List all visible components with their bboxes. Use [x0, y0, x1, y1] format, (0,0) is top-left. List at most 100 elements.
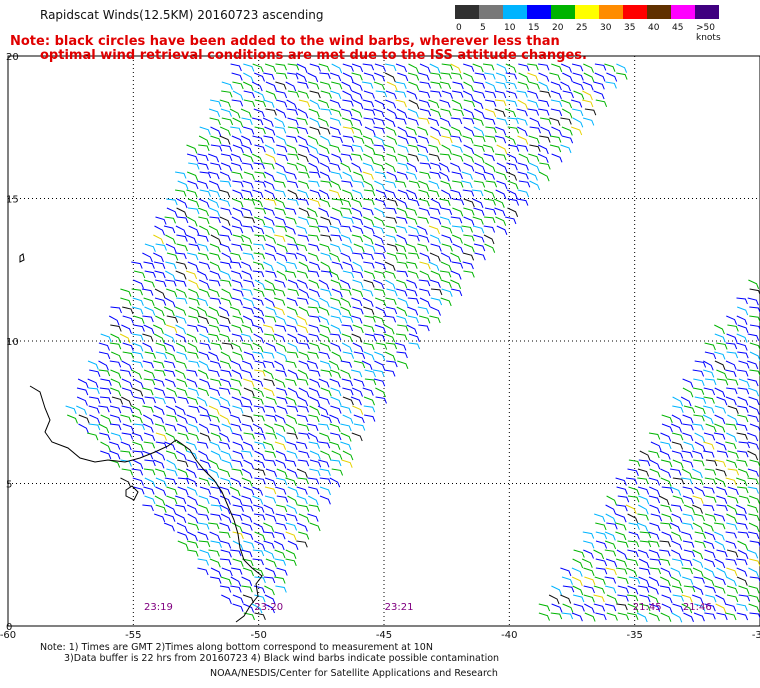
wind-barb	[682, 459, 694, 468]
wind-barb	[243, 216, 255, 224]
wind-barb	[737, 468, 749, 478]
wind-barb	[219, 414, 231, 425]
wind-barb	[177, 486, 189, 496]
wind-barb	[220, 351, 232, 362]
wind-barb	[307, 135, 319, 145]
wind-barb	[714, 477, 726, 487]
wind-barb	[187, 540, 199, 549]
wind-barb	[671, 513, 683, 523]
wind-barb	[725, 531, 737, 539]
wind-barb	[220, 513, 232, 524]
wind-barb	[703, 576, 715, 586]
wind-barb	[243, 99, 256, 107]
wind-barb	[539, 162, 551, 170]
wind-barb	[736, 459, 748, 467]
wind-barb	[440, 297, 452, 307]
wind-barb	[716, 567, 728, 578]
wind-barb	[265, 414, 277, 422]
wind-barb	[528, 81, 540, 90]
wind-barb	[187, 261, 199, 271]
wind-barb	[671, 432, 684, 441]
wind-barb	[328, 360, 340, 371]
wind-barb	[484, 162, 496, 173]
wind-barb	[374, 360, 386, 370]
wind-barb	[329, 189, 341, 198]
wind-barb	[153, 261, 166, 269]
wind-barb	[462, 261, 474, 270]
wind-barb	[418, 99, 431, 108]
wind-barb	[318, 351, 330, 360]
wind-barb	[549, 144, 562, 153]
wind-barb	[176, 423, 188, 433]
wind-barb	[187, 513, 199, 524]
wind-barb	[439, 216, 452, 225]
wind-barb	[617, 585, 629, 594]
wind-barb	[617, 594, 629, 602]
wind-barb	[351, 333, 363, 343]
wind-barb	[340, 432, 352, 442]
wind-barb	[329, 99, 341, 109]
wind-barb	[604, 531, 616, 541]
wind-barb	[309, 117, 321, 127]
wind-barb	[648, 450, 660, 459]
wind-barb	[241, 117, 253, 125]
wind-barb	[714, 531, 725, 541]
wind-barb	[274, 531, 286, 540]
wind-barb	[254, 369, 266, 377]
wind-barb	[330, 324, 342, 334]
wind-barb	[638, 459, 651, 467]
wind-barb	[308, 180, 320, 188]
wind-barb	[209, 360, 222, 369]
wind-barb	[669, 522, 681, 533]
wind-barb	[219, 522, 231, 532]
wind-barb	[98, 351, 111, 360]
wind-barb	[364, 270, 376, 279]
wind-barb	[240, 333, 253, 342]
wind-barb	[197, 243, 209, 252]
wind-barb	[705, 378, 717, 386]
wind-barb	[252, 324, 264, 333]
wind-barb	[538, 99, 550, 107]
wind-barb	[263, 522, 275, 532]
wind-barb	[232, 144, 244, 154]
wind-barb	[263, 504, 275, 514]
wind-barb	[571, 126, 583, 136]
wind-barb	[120, 297, 132, 306]
wind-barb	[230, 63, 242, 72]
wind-barb	[285, 522, 298, 531]
wind-barb	[318, 144, 330, 154]
wind-barb	[231, 432, 244, 441]
wind-barb	[329, 441, 341, 450]
wind-barb	[671, 558, 684, 566]
wind-barb	[252, 342, 264, 353]
wind-barb	[682, 522, 694, 530]
wind-barb	[703, 360, 714, 371]
wind-barb	[319, 198, 331, 208]
wind-barb	[165, 270, 176, 281]
wind-barb	[221, 117, 234, 126]
wind-barb	[405, 207, 418, 216]
wind-barb	[374, 243, 386, 253]
wind-barb	[253, 288, 265, 297]
wind-barb	[331, 81, 343, 90]
wind-barb	[452, 90, 464, 98]
wind-barb	[363, 189, 376, 197]
wind-barb	[406, 135, 418, 144]
wind-barb	[198, 450, 209, 461]
wind-barb	[637, 477, 649, 485]
wind-barb	[253, 585, 266, 594]
wind-barb	[616, 603, 628, 611]
wind-barb	[264, 486, 277, 495]
wind-barb	[298, 288, 310, 299]
wind-barb	[243, 459, 254, 470]
wind-barb	[417, 306, 430, 314]
wind-barb	[263, 225, 275, 234]
wind-barb	[716, 486, 728, 496]
wind-barb	[463, 72, 475, 82]
wind-barb	[373, 108, 385, 117]
wind-barb	[627, 585, 639, 595]
wind-barb	[342, 270, 355, 279]
wind-barb	[133, 423, 145, 431]
wind-barb	[285, 558, 297, 566]
wind-barb	[692, 567, 704, 577]
